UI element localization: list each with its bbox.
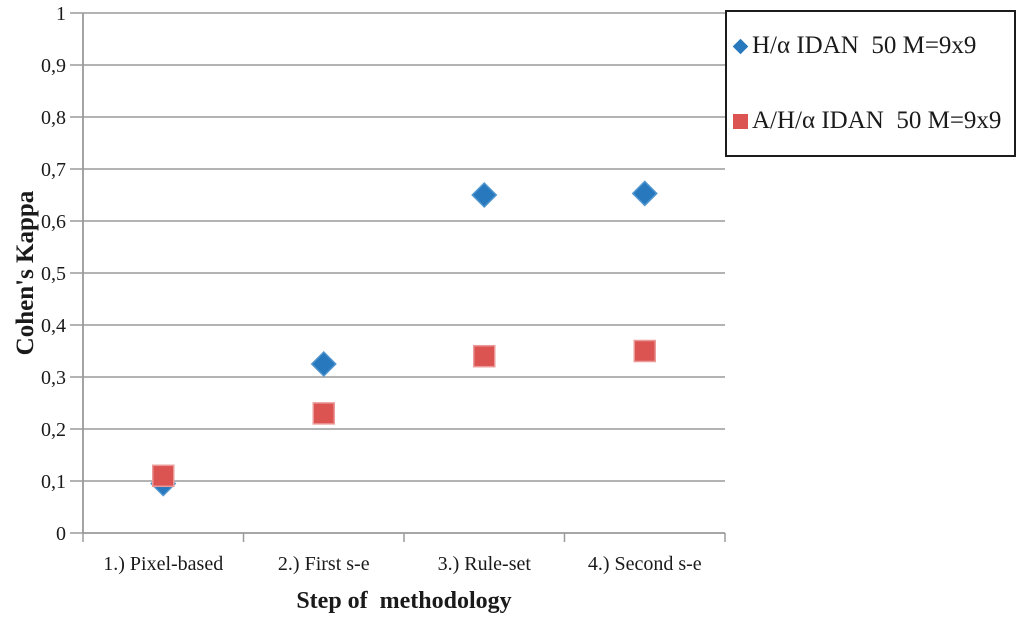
data-point-square: [312, 402, 335, 425]
y-tick-label: 0,9: [41, 55, 66, 77]
x-axis-title: Step of methodology: [296, 588, 512, 614]
category-label: 3.) Rule-set: [438, 553, 532, 575]
y-tick-label: 0,2: [41, 419, 66, 441]
data-point-diamond: [631, 180, 658, 207]
axis-layer: [70, 12, 726, 542]
legend: H/α IDAN 50 M=9x9 A/H/α IDAN 50 M=9x9: [725, 10, 1016, 157]
y-axis-title: Cohen's Kappa: [12, 190, 39, 356]
data-point-diamond: [471, 181, 498, 209]
category-label: 2.) First s-e: [278, 553, 370, 575]
grid-layer: [83, 12, 725, 482]
y-tick-label: 0,7: [41, 159, 66, 181]
y-tick-label: 0: [56, 523, 66, 545]
tick-label-layer: 0 0,1 0,2 0,3 0,4 0,5 0,6 0,7 0,8 0,9 1 1.) Pixel-b…: [41, 3, 702, 575]
y-tick-label: 0,6: [41, 211, 66, 233]
data-point-square: [473, 344, 496, 368]
marker-layer: [150, 180, 658, 497]
category-label: 1.) Pixel-based: [103, 553, 223, 575]
legend-label: A/H/α IDAN 50 M=9x9: [752, 107, 1002, 134]
category-label: 4.) Second s-e: [588, 553, 702, 575]
legend-entry-h-alpha: H/α IDAN 50 M=9x9: [732, 31, 976, 61]
y-tick-label: 0,4: [41, 315, 66, 337]
y-tick-label: 0,3: [41, 367, 66, 389]
legend-label: H/α IDAN 50 M=9x9: [752, 32, 977, 59]
y-tick-label: 1: [56, 3, 66, 25]
legend-diamond-icon: [732, 38, 749, 55]
y-tick-label: 0,8: [41, 107, 66, 129]
data-point-square: [152, 464, 175, 488]
data-point-diamond: [310, 350, 337, 378]
legend-entry-ah-alpha: A/H/α IDAN 50 M=9x9: [732, 106, 1001, 136]
y-tick-label: 0,5: [41, 263, 66, 285]
legend-square-icon: [732, 113, 749, 130]
data-point-square: [633, 339, 656, 363]
y-tick-label: 0,1: [41, 471, 66, 493]
